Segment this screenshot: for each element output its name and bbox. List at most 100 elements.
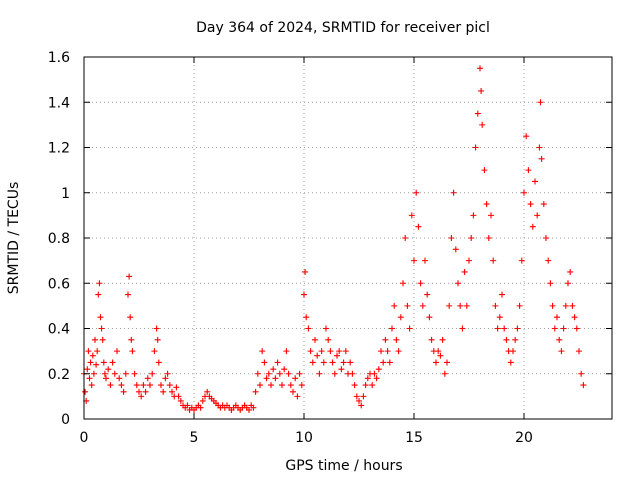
data-point <box>540 201 547 208</box>
data-point <box>142 388 149 395</box>
data-point <box>331 370 338 377</box>
data-point <box>309 359 316 366</box>
data-point <box>474 110 481 117</box>
data-point <box>82 388 89 395</box>
data-point <box>373 375 380 382</box>
data-point <box>507 359 514 366</box>
data-point <box>296 370 303 377</box>
data-point <box>389 325 395 332</box>
data-point <box>514 325 521 332</box>
data-point <box>294 393 301 400</box>
data-point <box>478 87 485 94</box>
data-point <box>290 388 296 395</box>
data-point <box>378 348 384 355</box>
data-point <box>395 348 402 355</box>
data-point <box>153 325 160 332</box>
data-point <box>525 167 532 174</box>
data-point <box>166 382 173 389</box>
data-point <box>88 382 95 389</box>
data-point <box>435 348 442 355</box>
data-point <box>468 235 475 241</box>
data-point <box>369 382 376 389</box>
data-point <box>556 336 563 343</box>
data-point <box>459 325 466 332</box>
data-point <box>470 212 477 219</box>
data-point <box>483 201 490 208</box>
data-point <box>173 384 180 391</box>
data-point <box>281 366 288 373</box>
data-point <box>384 348 391 355</box>
data-point <box>342 348 349 355</box>
data-point <box>503 336 510 343</box>
data-point <box>448 235 455 241</box>
x-tick-label: 15 <box>405 430 423 446</box>
data-point <box>127 314 134 321</box>
data-point <box>177 397 184 404</box>
data-point <box>160 388 167 395</box>
data-point <box>263 375 270 382</box>
data-point <box>444 359 450 366</box>
data-point <box>551 325 558 332</box>
data-point <box>538 155 545 162</box>
data-point <box>128 336 135 343</box>
data-point <box>518 257 525 264</box>
data-point <box>98 325 105 332</box>
data-point <box>569 302 576 309</box>
data-point <box>169 388 175 395</box>
data-point <box>375 366 382 373</box>
data-point <box>386 359 393 366</box>
x-tick-label: 5 <box>190 430 199 446</box>
data-point <box>155 359 162 366</box>
data-point <box>534 212 541 219</box>
data-point <box>547 280 554 287</box>
data-point <box>364 375 371 382</box>
data-point <box>107 382 114 389</box>
data-point <box>96 280 103 287</box>
data-point <box>537 99 544 106</box>
data-point <box>268 382 274 389</box>
grid <box>84 57 612 419</box>
data-point <box>439 336 446 343</box>
data-point <box>455 280 461 287</box>
data-point <box>554 314 560 321</box>
data-point <box>325 336 332 343</box>
data-point <box>144 375 151 382</box>
data-point <box>510 348 516 355</box>
data-point <box>433 359 439 366</box>
data-point <box>126 273 133 280</box>
data-point <box>560 325 567 332</box>
data-point <box>122 370 129 377</box>
chart-title: Day 364 of 2024, SRMTID for receiver pic… <box>196 20 490 36</box>
data-point <box>84 366 91 373</box>
data-point <box>109 359 116 366</box>
data-point <box>558 348 565 355</box>
data-point <box>441 370 448 377</box>
data-point <box>549 302 556 309</box>
data-point <box>543 235 549 241</box>
data-point <box>276 370 283 377</box>
data-point <box>406 325 413 332</box>
data-point <box>274 359 281 366</box>
data-point <box>371 370 378 377</box>
data-point <box>92 336 98 343</box>
data-point <box>95 291 102 298</box>
y-tick-label: 0.2 <box>48 367 70 383</box>
data-point <box>571 314 578 321</box>
y-tick-label: 0 <box>61 412 70 428</box>
x-tick-label: 10 <box>295 430 313 446</box>
data-point <box>356 397 362 404</box>
data-point <box>120 388 127 395</box>
data-point <box>158 382 164 389</box>
data-point <box>118 382 125 389</box>
data-point <box>485 235 492 241</box>
data-point <box>463 302 470 309</box>
data-point <box>101 370 108 377</box>
data-point <box>327 348 334 355</box>
y-axis-label: SRMTID / TECUs <box>6 182 22 295</box>
data-point <box>312 336 318 343</box>
data-point <box>261 359 268 366</box>
data-point <box>338 366 345 373</box>
data-point <box>175 393 182 400</box>
data-point <box>100 359 107 366</box>
data-point <box>283 348 290 355</box>
